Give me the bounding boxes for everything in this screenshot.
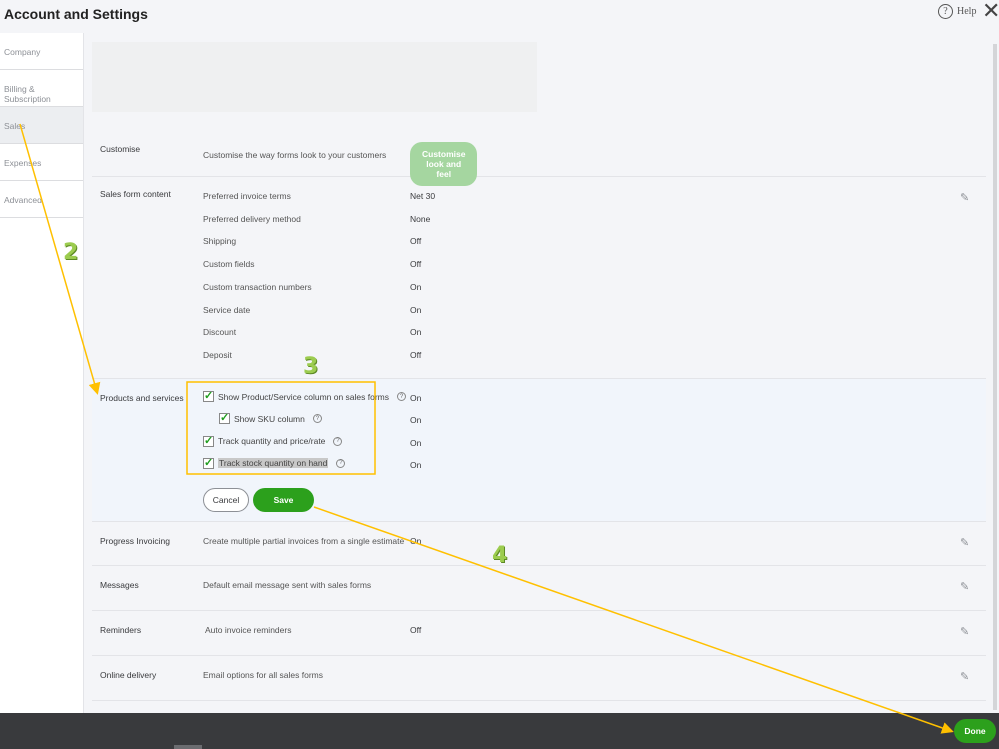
pencil-icon[interactable]: ✎ (960, 671, 970, 683)
row-label: Reminders (100, 625, 142, 635)
setting-name: Preferred delivery method (203, 213, 301, 224)
question-circle-icon[interactable]: ? (333, 436, 343, 446)
sales-form-content-row: Sales form content ✎ Preferred invoice t… (92, 177, 986, 379)
option-label: Track stock quantity on hand (218, 458, 329, 469)
row-label: Online delivery (100, 670, 157, 680)
settings-row: Messages Default email message sent with … (92, 566, 986, 611)
setting-name: Service date (203, 304, 251, 315)
row-desc: Email options for all sales forms (203, 670, 323, 680)
row-desc: Auto invoice reminders (205, 625, 292, 635)
row-label: Messages (100, 580, 139, 590)
setting-name: Shipping (203, 236, 237, 247)
setting-value: On (410, 327, 422, 338)
checkbox-option[interactable]: ✓ Show SKU column? (219, 412, 322, 425)
row-desc: Default email message sent with sales fo… (203, 580, 372, 590)
checkbox[interactable]: ✓ (203, 456, 214, 469)
setting-value: Net 30 (410, 191, 436, 201)
option-value: On (410, 459, 422, 470)
option-value: On (410, 437, 422, 448)
checkbox[interactable]: ✓ (203, 390, 214, 402)
setting-value: Off (410, 259, 422, 270)
setting-value: On (410, 281, 422, 292)
row-label: Progress Invoicing (100, 536, 170, 546)
checkbox-option[interactable]: ✓ Track stock quantity on hand? (203, 456, 346, 469)
pencil-icon[interactable]: ✎ (960, 537, 970, 549)
setting-name: Discount (203, 327, 237, 338)
checkbox[interactable]: ✓ (219, 412, 230, 425)
pencil-icon[interactable]: ✎ (960, 626, 970, 638)
pencil-icon[interactable]: ✎ (960, 192, 970, 204)
setting-value: On (410, 304, 422, 315)
checkbox[interactable]: ✓ (203, 434, 214, 447)
checkbox-option[interactable]: ✓ Track quantity and price/rate? (203, 434, 343, 447)
question-circle-icon[interactable]: ? (397, 392, 407, 401)
products-and-services-row: Products and services Cancel Save ✓ Show … (92, 379, 986, 522)
page-title: Account and Settings (4, 6, 148, 22)
row-desc: Customise the way forms look to your cus… (203, 150, 387, 160)
question-circle-icon: ? (938, 4, 953, 19)
option-label: Show SKU column (234, 413, 305, 424)
row-value: On (410, 536, 422, 546)
question-circle-icon[interactable]: ? (336, 458, 346, 468)
option-label: Show Product/Service column on sales for… (218, 391, 390, 402)
sidebar: Company Billing & Subscription Sales Exp… (0, 33, 84, 713)
row-value: Off (410, 625, 422, 635)
sidebar-item-advanced[interactable]: Advanced (0, 181, 83, 218)
sidebar-item-expenses[interactable]: Expenses (0, 144, 83, 181)
option-label: Track quantity and price/rate (218, 436, 326, 447)
option-value: On (410, 415, 422, 426)
setting-value: Off (410, 236, 422, 247)
customise-row: Customise Customise the way forms look t… (92, 140, 986, 186)
setting-name: Preferred invoice terms (203, 191, 291, 201)
help-button[interactable]: ? Help (938, 4, 976, 19)
cancel-button[interactable]: Cancel (203, 488, 249, 512)
sidebar-item-billing[interactable]: Billing & Subscription (0, 70, 83, 107)
setting-value: None (410, 213, 431, 224)
banner-placeholder (92, 42, 537, 112)
setting-name: Custom fields (203, 259, 255, 270)
setting-name: Deposit (203, 349, 232, 360)
row-desc: Create multiple partial invoices from a … (203, 536, 405, 546)
help-label: Help (957, 6, 977, 17)
done-button[interactable]: Done (954, 719, 996, 743)
sidebar-item-sales[interactable]: Sales (0, 107, 83, 144)
option-value: On (410, 393, 422, 403)
sidebar-item-company[interactable]: Company (0, 33, 83, 70)
row-label: Sales form content (100, 189, 171, 199)
checkbox-option[interactable]: ✓ Show Product/Service column on sales fo… (203, 390, 407, 402)
row-label: Customise (100, 144, 141, 154)
customise-look-button[interactable]: Customise look and feel (410, 142, 478, 186)
footer-bar (0, 713, 999, 749)
save-button[interactable]: Save (253, 488, 314, 512)
settings-row: Progress Invoicing Create multiple partia… (92, 522, 986, 566)
pencil-icon[interactable]: ✎ (960, 581, 970, 593)
settings-row: Online delivery Email options for all sal… (92, 656, 986, 701)
question-circle-icon[interactable]: ? (312, 414, 322, 424)
settings-row: Reminders Auto invoice reminders Off ✎ (92, 611, 986, 656)
row-label: Products and services (100, 393, 184, 403)
setting-name: Custom transaction numbers (203, 281, 312, 292)
close-icon[interactable]: ✕ (982, 0, 999, 24)
setting-value: Off (410, 349, 422, 360)
footer-tab[interactable] (174, 745, 202, 749)
scrollbar[interactable] (993, 44, 997, 710)
